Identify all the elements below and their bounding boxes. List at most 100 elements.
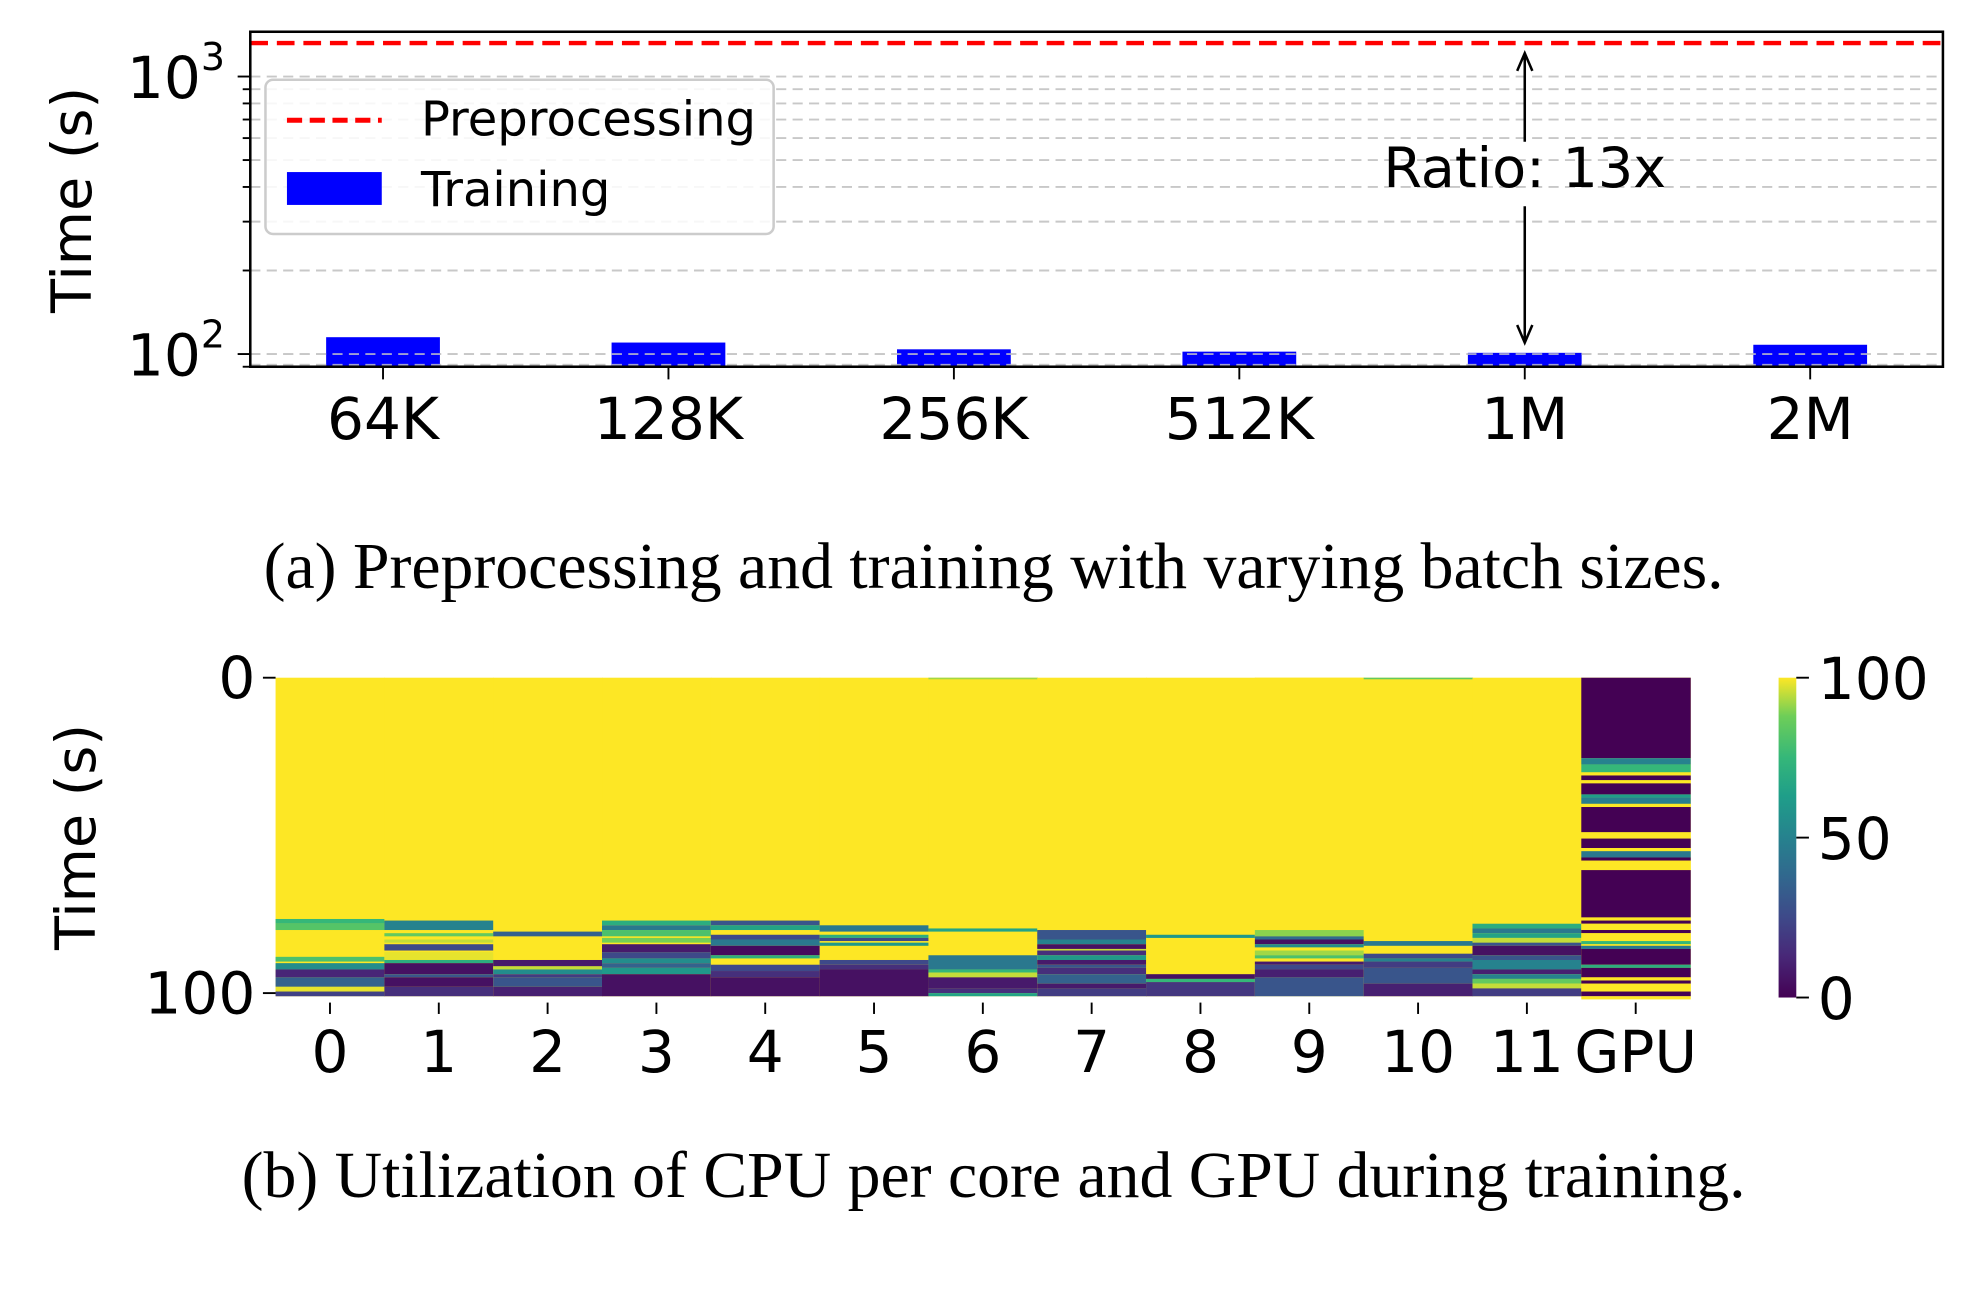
x-tick-label: 7 (1073, 1018, 1110, 1086)
x-tick-label: 1M (1481, 385, 1568, 453)
arrowhead-up-icon (1516, 49, 1534, 72)
heatmap-cell (493, 966, 603, 970)
heatmap-cells (275, 677, 1691, 1000)
heatmap-cell (1037, 944, 1147, 949)
heatmap-cell (1254, 677, 1365, 997)
x-tick-label: 512K (1165, 385, 1316, 453)
legend: Preprocessing Training (264, 78, 775, 236)
heatmap-cell (1581, 758, 1691, 765)
y-axis-ticks: 0 100 (144, 644, 276, 1027)
heatmap-cell (819, 942, 930, 946)
ratio-annotation: Ratio: 13x (1383, 49, 1666, 346)
bar-1M (1467, 352, 1582, 367)
heatmap-column-11 (1472, 677, 1582, 997)
heatmap-cell (1254, 969, 1365, 978)
heatmap-cell (1581, 967, 1691, 978)
heatmap-cell (493, 931, 603, 937)
heatmap-cell (1581, 933, 1691, 942)
heatmap-cell (602, 944, 712, 953)
heatmap-cell (1363, 967, 1474, 984)
heatmap-cell (1363, 958, 1474, 962)
heatmap-cell (1472, 945, 1582, 956)
heatmap-cell (1363, 983, 1474, 997)
heatmap-column-0 (275, 677, 386, 997)
heatmap-cell (1037, 950, 1147, 956)
heatmap-utilization: 0 100 0 1 2 3 4 5 6 7 8 9 10 11 GPU Time (s) 0 50 100 (… (44, 644, 1929, 1212)
x-tick-label: GPU (1574, 1018, 1697, 1086)
y-axis-label: Time (s) (44, 724, 109, 951)
heatmap-cell (1037, 959, 1147, 965)
heatmap-cell (275, 977, 386, 987)
heatmap-cell (1146, 934, 1256, 938)
colorbar-tick-label: 50 (1818, 805, 1892, 873)
heatmap-cell (275, 918, 386, 924)
heatmap-cell (819, 934, 930, 938)
heatmap-cell (1581, 917, 1691, 921)
heatmap-cell (384, 952, 494, 960)
heatmap-column-7 (1037, 677, 1147, 997)
heatmap-cell (1581, 848, 1691, 852)
heatmap-cell (275, 969, 386, 978)
heatmap-cell (1254, 950, 1365, 956)
heatmap-cell (710, 955, 821, 959)
caption-a: (a) Preprocessing and training with vary… (264, 530, 1724, 603)
heatmap-cell (928, 928, 1038, 932)
heatmap-cell (1037, 948, 1147, 951)
heatmap-cell (1254, 930, 1365, 937)
x-tick-label: 3 (638, 1018, 675, 1086)
heatmap-cell (602, 920, 712, 926)
heatmap-cell (1581, 794, 1691, 798)
heatmap-cell (602, 925, 712, 931)
heatmap-cell (384, 944, 494, 951)
heatmap-cell (928, 977, 1038, 989)
heatmap-cell (1254, 677, 1365, 679)
heatmap-cell (384, 986, 494, 997)
heatmap-cell (928, 988, 1038, 994)
heatmap-cell (819, 937, 930, 942)
heatmap-cell (1581, 803, 1691, 808)
heatmap-cell (710, 945, 821, 956)
heatmap-cell (1037, 983, 1147, 989)
heatmap-cell (1581, 851, 1691, 858)
heatmap-cell (1581, 797, 1691, 804)
heatmap-cell (819, 969, 930, 997)
x-tick-label: 2 (529, 1018, 566, 1086)
heatmap-cell (1581, 860, 1691, 871)
heatmap-cell (928, 955, 1038, 970)
heatmap-cell (493, 977, 603, 987)
x-tick-label: 11 (1490, 1018, 1564, 1086)
heatmap-cell (275, 986, 386, 992)
training-bars (250, 337, 1943, 367)
x-tick-label: 6 (964, 1018, 1001, 1086)
heatmap-cell (1581, 870, 1691, 918)
heatmap-column-3 (602, 677, 712, 997)
heatmap-cell (710, 920, 821, 926)
heatmap-cell (710, 925, 821, 931)
heatmap-cell (1581, 764, 1691, 773)
colorbar-tick-label: 100 (1818, 645, 1929, 713)
heatmap-cell (1146, 982, 1256, 997)
heatmap-cell (602, 937, 712, 943)
heatmap-cell (1037, 955, 1147, 960)
heatmap-cell (602, 952, 712, 959)
heatmap-cell (275, 956, 386, 962)
heatmap-cell (384, 963, 494, 975)
heatmap-cell (1581, 964, 1691, 968)
colorbar-ticks: 0 50 100 (1796, 645, 1929, 1033)
heatmap-column-4 (710, 677, 821, 997)
y-tick-label: 103 (127, 35, 225, 112)
heatmap-cell (1581, 772, 1691, 776)
y-tick-exponent: 3 (201, 35, 225, 79)
heatmap-cell (1146, 978, 1256, 983)
x-tick-label: 2M (1767, 385, 1854, 453)
heatmap-cell (602, 930, 712, 937)
heatmap-cell (1363, 961, 1474, 968)
bar-chart-preprocessing-training: Ratio: 13x 102 103 64K 128K 256K 512K 1M 2M Ti… (40, 30, 1945, 603)
heatmap-cell (1472, 933, 1582, 938)
heatmap-cell (1146, 974, 1256, 979)
heatmap-cell (275, 677, 386, 997)
heatmap-cell (1254, 955, 1365, 959)
heatmap-cell (1581, 923, 1691, 931)
y-tick-label: 0 (218, 644, 255, 712)
